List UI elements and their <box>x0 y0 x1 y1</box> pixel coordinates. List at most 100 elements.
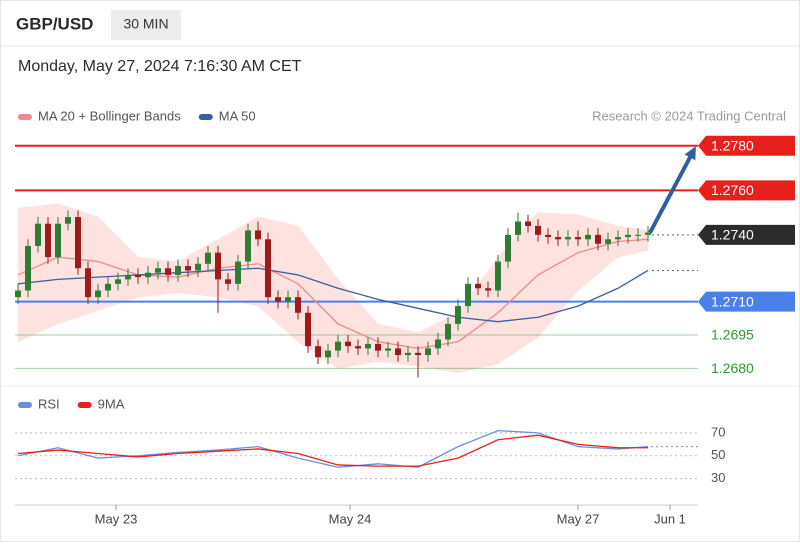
rsi-line <box>17 434 648 467</box>
source: Research © 2024 Trading Central <box>592 108 786 123</box>
target-arrow <box>648 148 696 234</box>
candle-body <box>125 274 131 280</box>
candle-body <box>475 283 481 289</box>
symbol: GBP/USD <box>16 14 93 33</box>
candle-body <box>485 288 491 291</box>
legend-swatch <box>18 402 32 408</box>
level-label: 1.2760 <box>711 182 754 198</box>
candle-body <box>335 341 341 351</box>
candle-body <box>635 234 641 236</box>
candle-body <box>535 225 541 235</box>
level-tag <box>698 291 795 312</box>
candle-body <box>65 217 71 224</box>
y-tick-label: 70 <box>711 424 725 439</box>
y-tick-label: 30 <box>711 470 725 485</box>
candle-body <box>215 252 221 280</box>
candle-body <box>345 341 351 347</box>
candle-body <box>165 268 171 275</box>
timeframe: 30 MIN <box>123 16 168 32</box>
candle-body <box>645 232 651 235</box>
candle-body <box>45 223 51 258</box>
candle-body <box>245 230 251 262</box>
candle-body <box>605 239 611 244</box>
level-label: 1.2680 <box>711 360 754 376</box>
candle-body <box>115 279 121 284</box>
candle-body <box>385 348 391 351</box>
candle-body <box>265 239 271 298</box>
candle-body <box>575 237 581 240</box>
candle-body <box>275 297 281 302</box>
candle-body <box>545 234 551 238</box>
candle-body <box>445 323 451 340</box>
candle-body <box>255 230 261 240</box>
candle-body <box>55 223 61 258</box>
legend-swatch <box>198 114 213 120</box>
candle-body <box>75 217 81 269</box>
level-tag <box>698 224 795 245</box>
moving-average <box>17 238 649 350</box>
candle-body <box>145 272 151 278</box>
candle-body <box>195 263 201 271</box>
candle-body <box>315 346 321 358</box>
moving-average <box>17 267 649 323</box>
level-tag <box>698 180 795 201</box>
candle-body <box>435 339 441 349</box>
legend-label: MA 50 <box>219 108 256 123</box>
rsi-line <box>17 429 649 468</box>
candle-body <box>185 266 191 271</box>
datetime: Monday, May 27, 2024 7:16:30 AM CET <box>18 58 302 75</box>
level-tag <box>698 135 795 156</box>
candle-body <box>595 234 601 244</box>
candle-body <box>365 343 371 349</box>
candle-body <box>495 261 501 291</box>
candle-body <box>305 312 311 347</box>
legend-label: MA 20 + Bollinger Bands <box>38 108 181 123</box>
x-tick-label: May 24 <box>329 511 372 526</box>
candle-body <box>415 352 421 356</box>
candle-body <box>585 234 591 240</box>
candle-body <box>515 221 521 235</box>
candle-body <box>35 223 41 246</box>
candle-body <box>505 234 511 262</box>
candle-body <box>615 237 621 240</box>
candle-body <box>15 290 21 298</box>
legend-swatch <box>77 402 92 408</box>
x-tick-label: May 27 <box>557 511 600 526</box>
candle-body <box>465 283 471 307</box>
timeframe-box <box>111 10 181 40</box>
candle-body <box>375 343 381 351</box>
candle-body <box>525 221 531 226</box>
candle-body <box>135 274 141 278</box>
candle-body <box>235 261 241 284</box>
candle-body <box>455 306 461 324</box>
candle-body <box>565 237 571 240</box>
candle-body <box>25 245 31 291</box>
candle-body <box>355 346 361 349</box>
legend-label: RSI <box>38 396 60 411</box>
candle-body <box>325 350 331 358</box>
candle-body <box>555 237 561 240</box>
candle-body <box>625 234 631 238</box>
target-arrowhead <box>684 146 696 161</box>
level-label: 1.2695 <box>711 327 754 343</box>
legend-swatch <box>18 114 32 120</box>
candle-body <box>85 268 91 298</box>
candle-body <box>225 279 231 284</box>
candle-body <box>155 268 161 273</box>
level-label: 1.2780 <box>711 138 754 154</box>
candle-body <box>95 290 101 298</box>
candle-body <box>175 266 181 275</box>
candle-body <box>105 283 111 291</box>
legend-label: 9MA <box>98 396 125 411</box>
x-tick-label: Jun 1 <box>654 511 686 526</box>
level-label: 1.2710 <box>711 293 754 309</box>
candle-body <box>405 352 411 356</box>
candle-body <box>395 348 401 356</box>
level-label: 1.2740 <box>711 227 754 243</box>
candle-body <box>205 252 211 264</box>
x-tick-label: May 23 <box>95 511 138 526</box>
candle-body <box>285 297 291 302</box>
candle-body <box>425 348 431 356</box>
y-tick-label: 50 <box>711 447 725 462</box>
